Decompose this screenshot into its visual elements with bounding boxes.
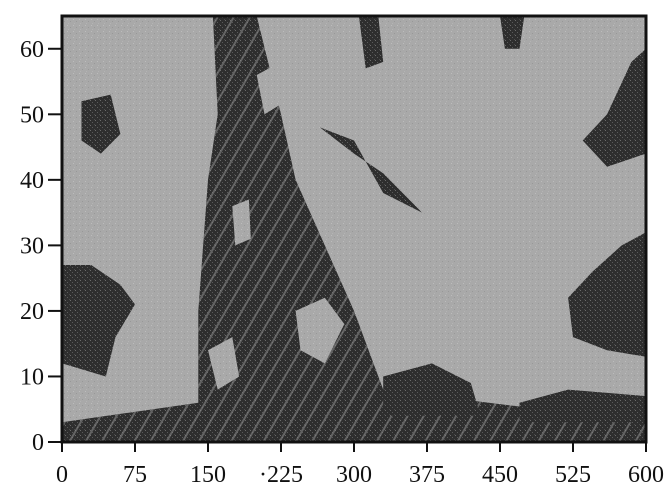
x-tick-label: 450 [482,462,518,488]
heatmap-regions [62,16,646,442]
dark-region-upper-middle [319,127,423,213]
dark-region-bottom-right [519,389,646,423]
x-axis-ticks: 0 75 150 ·225 300 375 450 525 600 [56,442,664,488]
y-tick-label: 0 [32,430,44,456]
dark-region-right-lower [568,232,646,357]
x-tick-label: 0 [56,462,68,488]
light-region-band-patch-3 [232,199,251,246]
light-region-band-patch-2 [208,337,240,390]
plot-frame [60,14,648,444]
y-tick-label: 40 [20,168,44,194]
y-tick-label: 60 [20,37,44,63]
x-tick-label: 150 [190,462,226,488]
y-tick-label: 50 [20,102,44,128]
y-tick-label: 30 [20,233,44,259]
x-tick-label: 75 [123,462,147,488]
dark-region-top-center [358,16,384,69]
y-tick-label: 20 [20,299,44,325]
x-tick-label: ·225 [259,462,303,488]
light-region-band-patch-1 [256,61,286,115]
y-axis-ticks: 0 10 20 30 40 50 60 [20,37,62,456]
dark-region-lower-left [62,265,135,377]
x-tick-label: 600 [628,462,664,488]
dark-region-top-right [500,16,525,49]
y-tick-label: 10 [20,364,44,390]
x-tick-label: 375 [409,462,445,488]
dark-region-upper-left [81,94,121,154]
x-tick-label: 300 [336,462,372,488]
dark-region-right-upper [582,48,646,167]
light-region-band-patch-0 [295,297,345,364]
band-stripes [62,16,646,442]
dark-region-lower-middle [383,363,481,416]
x-tick-label: 525 [555,462,591,488]
